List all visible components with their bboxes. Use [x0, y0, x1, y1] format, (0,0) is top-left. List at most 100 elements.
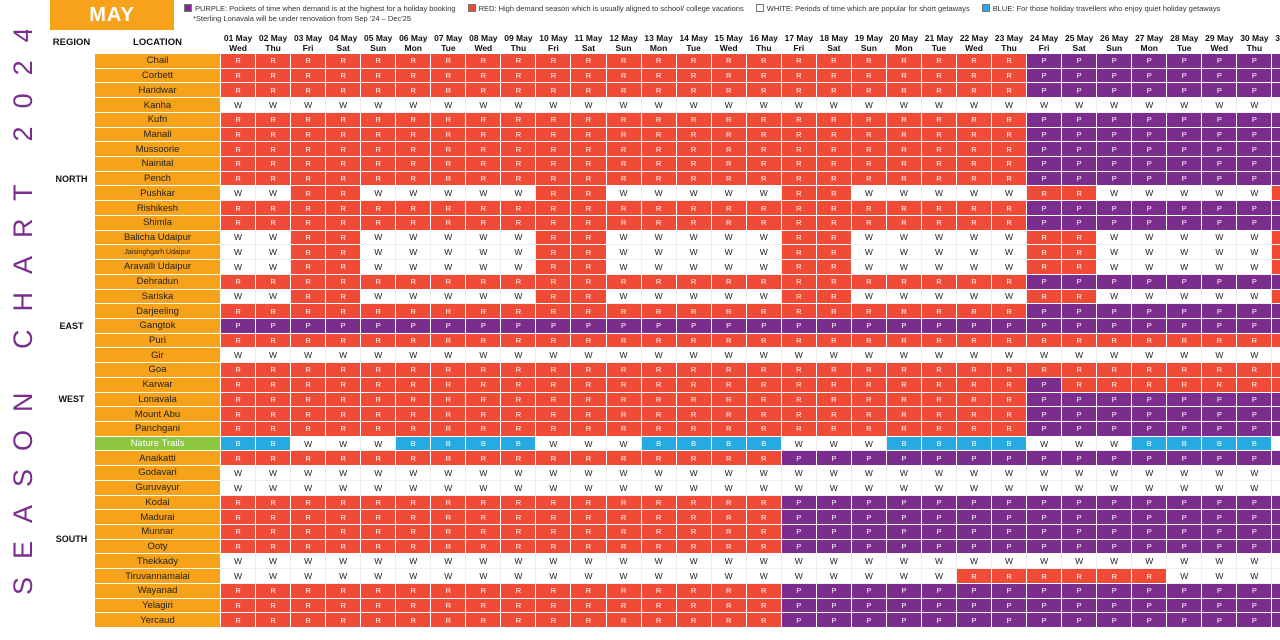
season-cell: R: [780, 53, 817, 69]
season-cell: R: [500, 582, 537, 599]
season-cell: R: [675, 156, 712, 172]
season-cell: B: [955, 435, 993, 452]
season-cell: P: [1166, 214, 1203, 231]
season-cell: R: [605, 494, 642, 511]
season-cell: R: [745, 406, 782, 422]
season-cell: R: [535, 494, 572, 511]
table-row: KodaiRRRRRRRRRRRRRRRRPPPPPPPPPPPPPPP: [49, 494, 1280, 511]
season-cell: W: [850, 553, 887, 570]
season-cell: W: [955, 229, 993, 246]
season-cell: P: [1131, 111, 1168, 128]
season-cell: P: [1236, 273, 1273, 290]
season-cell: R: [780, 156, 817, 172]
season-cell: W: [395, 347, 432, 364]
season-cell: R: [780, 82, 817, 99]
season-cell: R: [500, 53, 537, 69]
season-cell: P: [1131, 597, 1168, 614]
season-cell: R: [395, 612, 432, 629]
season-cell: P: [1236, 524, 1273, 540]
season-cell: R: [360, 200, 397, 216]
weekday-label: Sat: [1072, 42, 1086, 53]
season-cell: P: [1201, 582, 1238, 599]
season-cell: W: [675, 568, 712, 584]
season-cell: R: [325, 53, 362, 69]
date-label: 15 May: [714, 32, 743, 43]
season-cell: R: [570, 391, 607, 408]
season-cell: W: [850, 229, 887, 246]
season-cell: R: [535, 244, 572, 261]
season-cell: R: [325, 450, 362, 467]
season-cell: P: [1236, 420, 1273, 437]
season-cell: W: [850, 568, 887, 584]
season-cell: W: [1131, 97, 1168, 113]
blue-swatch-icon: [981, 4, 990, 12]
season-cell: R: [430, 200, 467, 216]
date-header: 12 May Sun: [605, 31, 642, 54]
season-cell: W: [1271, 97, 1280, 113]
season-cell: W: [745, 97, 782, 113]
season-cell: P: [1271, 156, 1280, 172]
season-cell: R: [360, 391, 397, 408]
season-cell: W: [500, 347, 537, 364]
season-cell: W: [255, 553, 292, 570]
season-cell: R: [500, 303, 537, 319]
season-cell: W: [920, 97, 957, 113]
season-cell: P: [1201, 420, 1238, 437]
season-cell: R: [815, 214, 852, 231]
season-cell: W: [710, 97, 747, 113]
date-header: 20 May Mon: [885, 31, 922, 54]
season-cell: P: [1131, 317, 1168, 334]
season-cell: R: [395, 420, 432, 437]
date-header: 07 May Tue: [430, 31, 467, 54]
season-cell: W: [885, 479, 922, 496]
season-cell: P: [1061, 170, 1098, 187]
season-cell: W: [570, 435, 607, 452]
season-cell: W: [1131, 347, 1168, 364]
location-name: Puri: [94, 332, 221, 349]
season-cell: W: [1026, 97, 1063, 113]
season-cell: R: [605, 612, 642, 629]
location-name: Madurai: [94, 509, 221, 525]
season-cell: P: [1236, 509, 1273, 525]
season-cell: W: [1131, 288, 1168, 305]
season-cell: W: [675, 259, 712, 275]
season-cell: R: [605, 406, 642, 422]
location-name: Wayanad: [94, 582, 221, 599]
season-cell: R: [710, 494, 747, 511]
season-cell: R: [850, 406, 887, 422]
season-cell: R: [219, 391, 257, 408]
table-row: CorbettRRRRRRRRRRRRRRRRRRRRRRRPPPPPPPP: [49, 67, 1280, 84]
season-cell: R: [710, 376, 747, 393]
season-cell: R: [815, 185, 852, 202]
season-cell: P: [1096, 450, 1133, 467]
table-row: Balicha Udaipur W W R R W W W W W R R W W W W W R R W W W W W R R…: [49, 229, 1280, 246]
region-header: REGION: [48, 31, 95, 54]
season-cell: P: [1201, 450, 1238, 467]
date-label: 31 May: [1275, 32, 1280, 43]
season-cell: W: [745, 244, 782, 261]
season-cell: W: [991, 229, 1028, 246]
season-cell: W: [850, 479, 887, 496]
season-cell: R: [465, 82, 502, 99]
season-cell: P: [1236, 612, 1273, 629]
season-cell: W: [850, 465, 887, 481]
season-cell: W: [640, 244, 677, 261]
table-row: Tiruvannamalai W W W W W W W W W W W W W W W W W W W W W R R R R R…: [49, 568, 1280, 584]
weekday-label: Sat: [827, 42, 841, 53]
weekday-label: Tue: [686, 42, 701, 53]
location-name: Shimla: [94, 214, 221, 231]
season-cell: R: [430, 53, 467, 69]
season-cell: P: [780, 524, 817, 540]
season-cell: W: [920, 568, 957, 584]
season-cell: R: [395, 111, 432, 128]
season-cell: P: [991, 582, 1028, 599]
season-cell: R: [535, 273, 572, 290]
season-cell: W: [255, 259, 292, 275]
season-cell: R: [920, 420, 957, 437]
date-header: 21 May Tue: [920, 31, 957, 54]
season-cell: W: [675, 97, 712, 113]
season-cell: P: [1271, 450, 1280, 467]
season-cell: R: [675, 53, 712, 69]
season-cell: R: [780, 391, 817, 408]
season-cell: R: [500, 450, 537, 467]
